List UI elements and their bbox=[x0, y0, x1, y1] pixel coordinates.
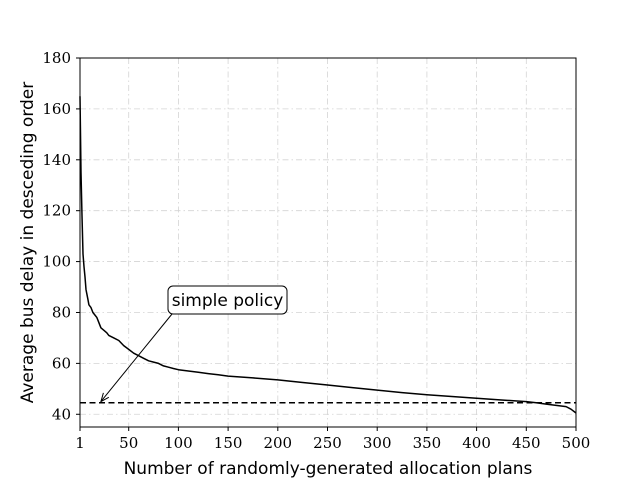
y-tick-label: 180 bbox=[42, 49, 71, 67]
annotation-box bbox=[167, 285, 288, 315]
x-tick-label: 350 bbox=[413, 434, 442, 452]
x-axis-label: Number of randomly-generated allocation … bbox=[124, 459, 533, 479]
plot-frame bbox=[79, 57, 577, 428]
x-tick-label: 50 bbox=[119, 434, 138, 452]
y-tick-label: 120 bbox=[42, 202, 71, 220]
series-layer bbox=[79, 96, 577, 414]
annotation-arrow bbox=[100, 313, 173, 402]
x-tick-label: 250 bbox=[313, 434, 342, 452]
x-tick-label: 200 bbox=[263, 434, 292, 452]
y-tick-label: 80 bbox=[52, 303, 71, 321]
ticks: 1 50 100 150 200 250 300 350 400 450 5004060801001… bbox=[42, 49, 590, 452]
x-tick-label: 400 bbox=[462, 434, 491, 452]
annotation-label: simple policy bbox=[172, 291, 284, 311]
x-tick-label: 450 bbox=[512, 434, 541, 452]
annotation-arrowhead bbox=[100, 392, 110, 403]
annotation: simple policy bbox=[100, 285, 288, 403]
y-tick-label: 140 bbox=[42, 151, 71, 169]
x-tick-label: 100 bbox=[164, 434, 193, 452]
y-axis-label: Average bus delay in desceding order bbox=[18, 82, 38, 404]
x-tick-label: 150 bbox=[214, 434, 243, 452]
y-tick-label: 160 bbox=[42, 100, 71, 118]
x-tick-label: 300 bbox=[363, 434, 392, 452]
x-tick-label: 1 bbox=[75, 434, 85, 452]
y-tick-label: 40 bbox=[52, 405, 71, 423]
x-tick-label: 500 bbox=[562, 434, 591, 452]
grid bbox=[79, 57, 577, 427]
y-tick-label: 100 bbox=[42, 253, 71, 271]
series-line bbox=[79, 96, 577, 414]
y-tick-label: 60 bbox=[52, 354, 71, 372]
